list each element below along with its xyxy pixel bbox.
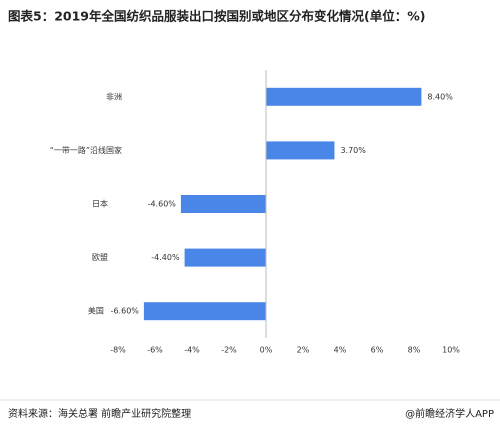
value-label: -6.60% (111, 307, 140, 316)
value-label: 8.40% (427, 92, 453, 101)
x-tick-label: -8% (110, 346, 126, 355)
value-label: -4.40% (151, 253, 180, 262)
x-tick-label: -2% (221, 346, 237, 355)
x-tick-label: 8% (408, 346, 421, 355)
x-tick-label: -4% (184, 346, 200, 355)
y-tick-label: 日本 (92, 199, 108, 209)
bar (266, 141, 335, 160)
x-tick-label: -6% (147, 346, 163, 355)
credit: @前瞻经济学人APP (405, 407, 494, 420)
chart-title: 图表5：2019年全国纺织品服装出口按国别或地区分布变化情况(单位：%) (8, 9, 425, 24)
bar (180, 195, 266, 213)
x-tick-label: 2% (297, 346, 310, 355)
y-tick-label: 非洲 (106, 91, 122, 101)
source: 资料来源：海关总署 前瞻产业研究院整理 (8, 407, 191, 420)
value-label: 3.70% (340, 146, 366, 155)
y-tick-label: “一带一路”沿线国家 (50, 145, 122, 155)
x-tick-label: 0% (260, 346, 273, 355)
x-tick-label: 6% (371, 346, 384, 355)
bar (143, 302, 266, 321)
y-tick-label: 欧盟 (92, 252, 108, 262)
bar (184, 248, 266, 267)
x-tick-label: 4% (334, 346, 347, 355)
x-tick-label: 10% (442, 346, 460, 355)
y-tick-label: 美国 (88, 306, 104, 316)
value-label: -4.60% (148, 200, 177, 209)
bar (266, 87, 422, 106)
